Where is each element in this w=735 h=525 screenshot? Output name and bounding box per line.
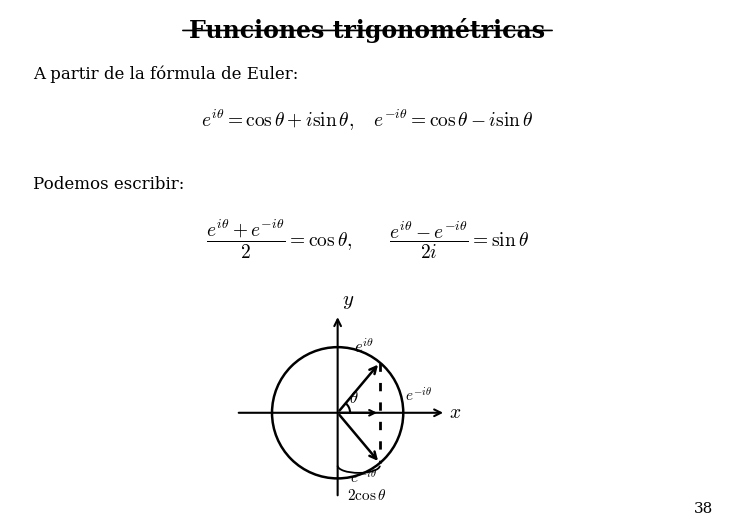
Text: $\theta$: $\theta$ — [348, 389, 358, 407]
Text: A partir de la fórmula de Euler:: A partir de la fórmula de Euler: — [33, 66, 298, 83]
Text: $e^{-i\theta}$: $e^{-i\theta}$ — [405, 386, 431, 404]
Text: $e^{-i\theta}$: $e^{-i\theta}$ — [350, 468, 376, 487]
Text: $e^{i\theta}$: $e^{i\theta}$ — [354, 339, 375, 357]
Text: $x$: $x$ — [449, 404, 462, 422]
Text: 38: 38 — [694, 501, 713, 516]
Text: $2\cos\theta$: $2\cos\theta$ — [347, 488, 387, 503]
Text: $e^{i\theta} = \cos\theta + i\sin\theta, \quad e^{-i\theta} = \cos\theta - i\sin: $e^{i\theta} = \cos\theta + i\sin\theta,… — [201, 108, 534, 133]
Text: Podemos escribir:: Podemos escribir: — [33, 176, 184, 193]
Text: $\dfrac{e^{i\theta}+e^{-i\theta}}{2} = \cos\theta, \qquad \dfrac{e^{i\theta}-e^{: $\dfrac{e^{i\theta}+e^{-i\theta}}{2} = \… — [206, 218, 529, 261]
Text: Funciones trigonométricas: Funciones trigonométricas — [190, 18, 545, 44]
Text: $y$: $y$ — [342, 291, 354, 311]
